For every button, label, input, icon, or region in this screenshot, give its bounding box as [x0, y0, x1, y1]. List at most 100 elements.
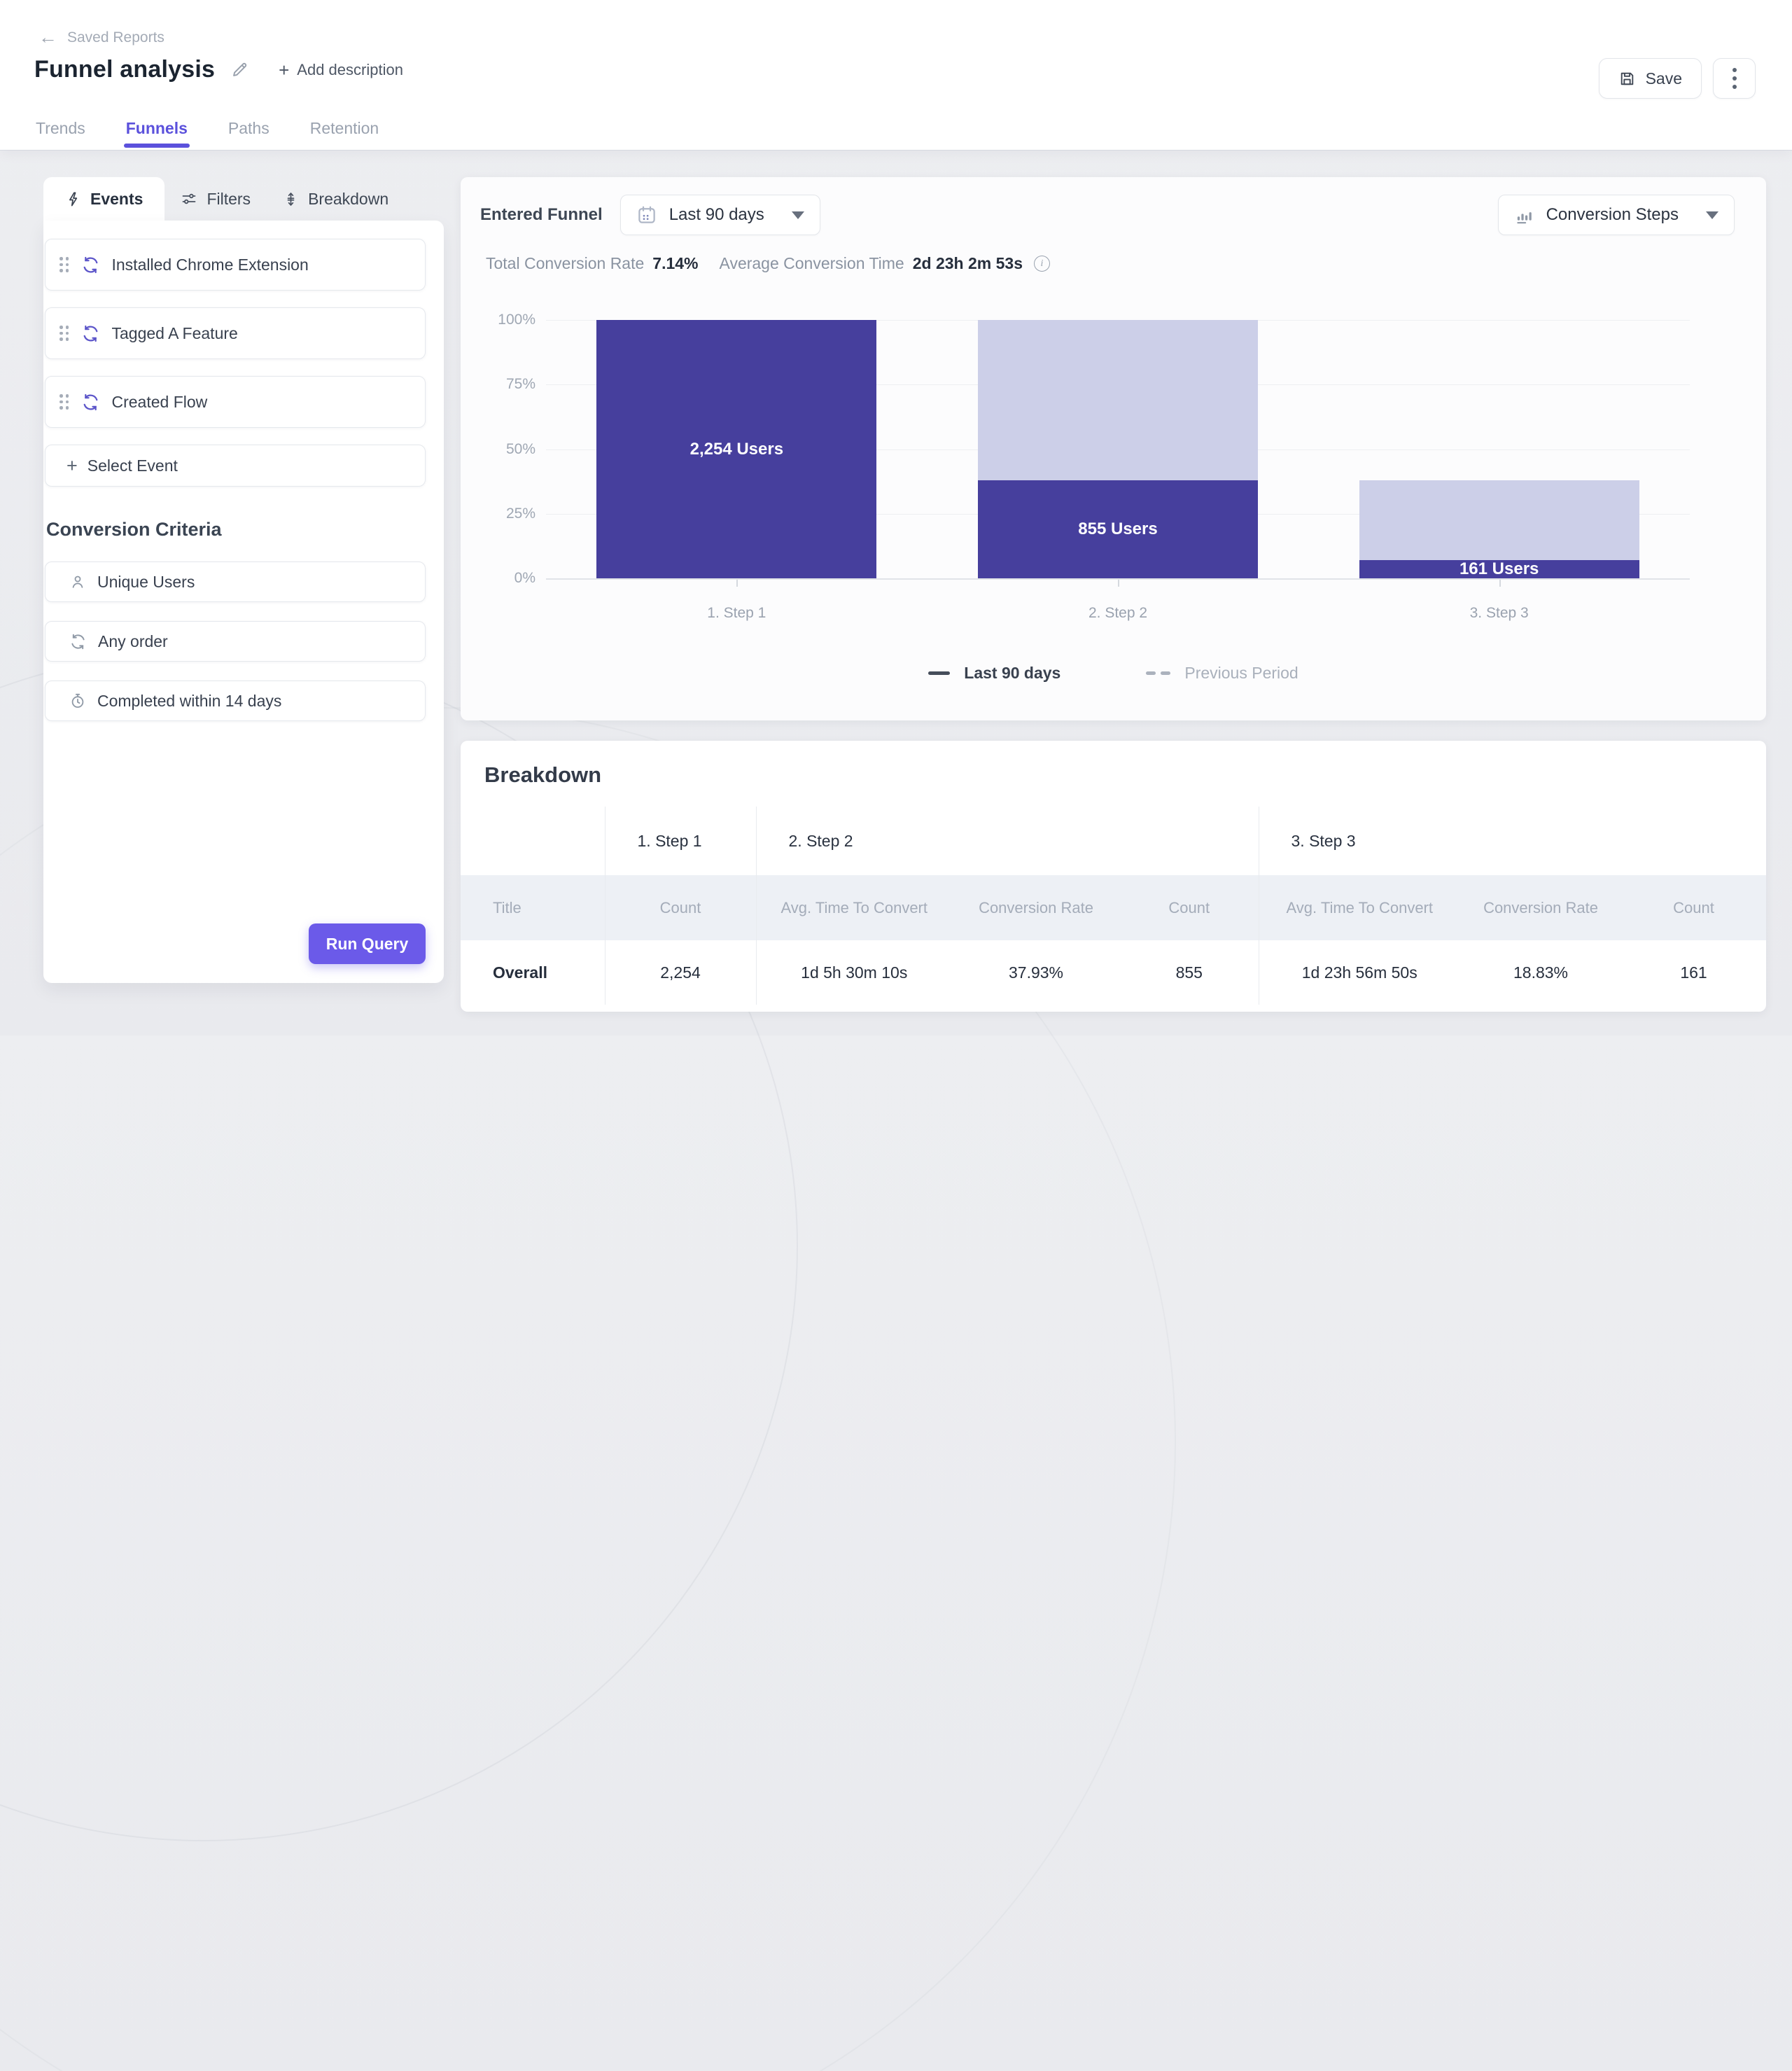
query-builder-panel: Events Filters Breakdown Installed Chrom…	[43, 177, 444, 983]
lightning-icon	[69, 192, 78, 206]
date-range-value: Last 90 days	[668, 205, 764, 224]
tab-paths[interactable]: Paths	[227, 118, 270, 137]
conversion-criteria-heading: Conversion Criteria	[46, 519, 222, 540]
save-button[interactable]: Save	[1598, 58, 1702, 99]
chart-legend: Last 90 days Previous Period	[461, 664, 1766, 683]
funnel-bar-step-1[interactable]: 2,254 Users	[596, 320, 877, 578]
drag-handle-icon[interactable]	[59, 257, 69, 272]
panel-tab-breakdown[interactable]: Breakdown	[267, 177, 405, 221]
event-step-card[interactable]: Installed Chrome Extension	[45, 239, 426, 291]
filters-sliders-icon	[183, 193, 196, 204]
event-sync-icon	[83, 393, 97, 410]
y-axis-tick-label: 50%	[505, 440, 536, 457]
event-step-label: Created Flow	[111, 392, 208, 411]
panel-body: Installed Chrome Extension Tagged A Feat…	[43, 221, 444, 983]
funnel-slot: 855 Users	[927, 320, 1309, 578]
funnel-bars: 2,254 Users 855 Users 161 Users	[546, 320, 1690, 578]
save-floppy-icon	[1620, 72, 1633, 85]
drag-handle-icon[interactable]	[59, 326, 69, 341]
any-order-sync-icon	[71, 634, 85, 649]
info-icon[interactable]: i	[1034, 256, 1050, 272]
legend-previous-period[interactable]: Previous Period	[1146, 664, 1298, 683]
drag-handle-icon[interactable]	[59, 394, 69, 410]
criteria-label: Any order	[98, 632, 168, 650]
event-step-card[interactable]: Tagged A Feature	[45, 307, 426, 359]
add-description-button[interactable]: + Add description	[279, 61, 403, 79]
col-title: Title	[493, 898, 522, 916]
edit-title-button[interactable]	[230, 60, 249, 79]
person-icon	[72, 576, 83, 588]
panel-tabs: Events Filters Breakdown	[43, 177, 444, 221]
breakdown-card: Breakdown 1. Step 1 2. Step 2 3. Step 3 …	[461, 741, 1766, 1012]
group-header-step1: 1. Step 1	[604, 807, 756, 875]
funnel-slot: 161 Users	[1308, 320, 1690, 578]
plus-icon: +	[279, 59, 290, 81]
funnel-chart-card: Entered Funnel Last 90 days Conversion S…	[461, 177, 1766, 720]
calendar-icon	[638, 206, 655, 223]
event-step-label: Installed Chrome Extension	[111, 255, 309, 274]
criteria-unique-users[interactable]: Unique Users	[45, 562, 426, 602]
event-step-label: Tagged A Feature	[111, 323, 238, 342]
back-to-saved-reports-link[interactable]: ← Saved Reports	[38, 28, 164, 47]
x-axis-label: 2. Step 2	[1088, 605, 1148, 621]
table-group-header-row: 1. Step 1 2. Step 2 3. Step 3	[461, 807, 1766, 875]
criteria-label: Completed within 14 days	[97, 691, 282, 710]
table-row-overall: Overall 2,254 1d 5h 30m 10s 37.93% 855 1…	[461, 940, 1766, 1005]
panel-tab-events[interactable]: Events	[43, 177, 165, 221]
bar-value-label: 855 Users	[1078, 520, 1158, 539]
stopwatch-icon	[71, 693, 84, 708]
legend-current-period[interactable]: Last 90 days	[928, 664, 1060, 683]
event-step-card[interactable]: Created Flow	[45, 376, 426, 428]
criteria-any-order[interactable]: Any order	[45, 621, 426, 662]
dropoff-segment	[978, 320, 1258, 481]
event-sync-icon	[83, 325, 97, 342]
solid-line-swatch	[928, 671, 951, 675]
view-mode-value: Conversion Steps	[1546, 205, 1679, 224]
more-options-button[interactable]	[1713, 58, 1756, 99]
bar-chart-icon	[1516, 211, 1532, 223]
x-axis-tick	[1499, 580, 1501, 587]
tab-trends[interactable]: Trends	[36, 118, 85, 137]
breakdown-table: 1. Step 1 2. Step 2 3. Step 3 Title Coun…	[461, 807, 1766, 1005]
x-axis-label: 1. Step 1	[707, 605, 766, 621]
back-arrow-icon: ←	[38, 27, 57, 48]
funnel-bar-step-3[interactable]: 161 Users	[1359, 320, 1639, 578]
converted-segment: 161 Users	[1359, 559, 1639, 578]
back-label: Saved Reports	[67, 29, 164, 46]
dashed-line-swatch	[1146, 671, 1171, 675]
funnel-bar-step-2[interactable]: 855 Users	[978, 320, 1258, 578]
tab-retention[interactable]: Retention	[309, 118, 379, 137]
bar-value-label: 2,254 Users	[690, 439, 784, 459]
run-query-button[interactable]: Run Query	[309, 923, 426, 964]
view-mode-dropdown[interactable]: Conversion Steps	[1497, 195, 1735, 235]
y-axis-tick-label: 25%	[505, 505, 536, 522]
total-conversion-rate: Total Conversion Rate 7.14%	[486, 254, 699, 272]
x-axis-label: 3. Step 3	[1469, 605, 1529, 621]
breakdown-heading: Breakdown	[484, 762, 602, 787]
chevron-down-icon	[791, 211, 804, 219]
col-count: Count	[604, 875, 756, 940]
group-header-step2: 2. Step 2	[755, 807, 1259, 875]
criteria-conversion-window[interactable]: Completed within 14 days	[45, 681, 426, 721]
x-axis-tick	[1118, 580, 1119, 587]
table-subheader-row: Title Count Avg. Time To Convert Convers…	[461, 875, 1766, 940]
plus-icon: +	[66, 454, 78, 476]
converted-segment: 855 Users	[978, 480, 1258, 578]
gridline: 0%	[514, 570, 1690, 586]
tab-funnels[interactable]: Funnels	[123, 106, 190, 150]
select-event-label: Select Event	[87, 456, 178, 475]
chevron-down-icon	[1706, 211, 1718, 219]
criteria-label: Unique Users	[97, 572, 195, 591]
select-event-button[interactable]: + Select Event	[45, 445, 426, 487]
col-conversion-rate: Conversion Rate	[1483, 898, 1598, 916]
page-header: ← Saved Reports Funnel analysis + Add de…	[0, 0, 1792, 150]
col-count: Count	[1168, 898, 1210, 916]
panel-tab-filters[interactable]: Filters	[164, 177, 267, 221]
report-type-tabs: Trends Funnels Paths Retention	[36, 106, 379, 150]
pencil-icon	[233, 62, 247, 76]
add-description-label: Add description	[297, 60, 403, 78]
col-avg-time: Avg. Time To Convert	[1258, 875, 1460, 940]
col-conversion-rate: Conversion Rate	[979, 898, 1093, 916]
date-range-dropdown[interactable]: Last 90 days	[620, 195, 820, 235]
save-label: Save	[1645, 69, 1682, 88]
